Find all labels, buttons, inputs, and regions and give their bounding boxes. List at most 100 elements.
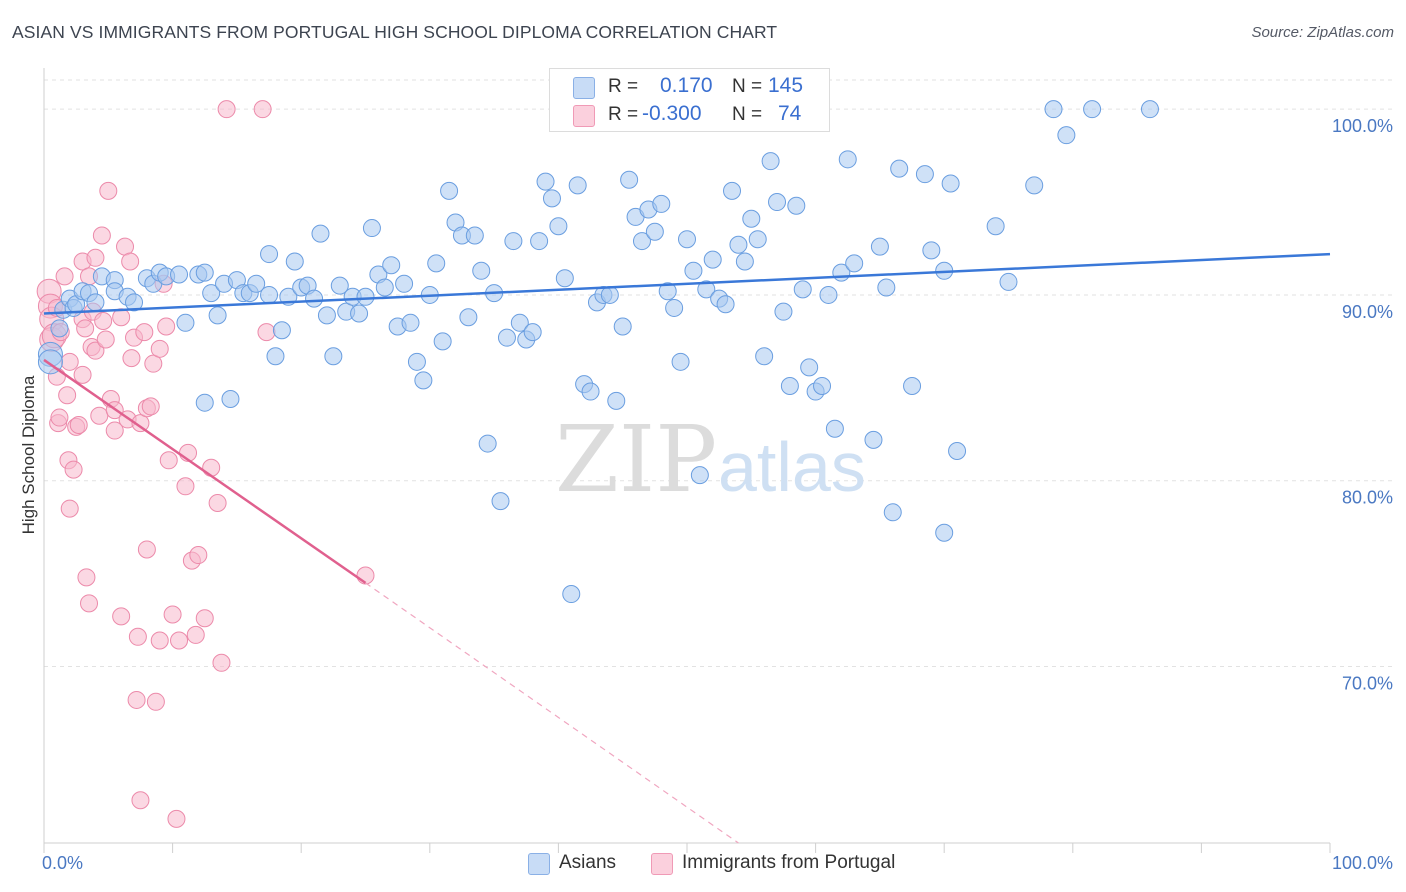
asian-point: [755, 347, 774, 366]
grid-lines: [44, 79, 1392, 668]
watermark: ZIP atlas: [555, 406, 866, 513]
portugal-point: [73, 365, 92, 384]
asian-point: [536, 172, 555, 191]
legend-r-label: R =: [608, 76, 639, 97]
asian-point: [1140, 100, 1159, 119]
asian-point: [491, 492, 510, 511]
portugal-point: [144, 354, 163, 373]
legend-swatch-asians: [573, 77, 595, 99]
asian-point: [620, 170, 639, 189]
legend-n-label: N =: [732, 104, 763, 125]
portugal-point: [77, 568, 96, 587]
y-tick-label: 90.0%: [1342, 302, 1393, 322]
asian-point: [414, 371, 433, 390]
asian-point: [285, 252, 304, 271]
trend-line-asians: [43, 252, 1331, 315]
asian-point: [86, 293, 105, 312]
portugal-point: [217, 100, 236, 119]
asian-point: [703, 250, 722, 269]
series-portugal: [36, 100, 375, 828]
portugal-point: [150, 339, 169, 358]
asian-point: [542, 189, 561, 208]
asian-point: [793, 280, 812, 299]
portugal-point: [195, 609, 214, 628]
asian-point: [272, 321, 291, 340]
asian-point: [1083, 100, 1102, 119]
portugal-point: [122, 349, 141, 368]
portugal-point: [128, 627, 147, 646]
portugal-point: [170, 631, 189, 650]
asian-point: [735, 252, 754, 271]
portugal-point: [167, 809, 186, 828]
asian-point: [678, 230, 696, 249]
asian-point: [645, 222, 664, 241]
portugal-point: [90, 406, 109, 425]
asian-point: [948, 441, 967, 460]
asian-point: [324, 347, 343, 366]
portugal-point: [131, 791, 150, 810]
asian-point: [780, 376, 799, 395]
asian-point: [665, 298, 684, 317]
asian-point: [716, 295, 735, 314]
portugal-point: [55, 267, 74, 286]
asian-point: [433, 332, 452, 351]
portugal-point: [159, 451, 178, 470]
legend-swatch-asians: [528, 853, 550, 875]
portugal-point: [157, 317, 176, 336]
asian-point: [903, 376, 922, 395]
asian-point: [999, 272, 1018, 291]
portugal-point: [257, 323, 276, 342]
asian-point: [504, 232, 523, 251]
portugal-point: [96, 330, 115, 349]
asian-point: [607, 391, 626, 410]
y-tick-label: 100.0%: [1332, 116, 1393, 136]
trend-lines: [43, 252, 1331, 844]
axes: [43, 68, 1331, 853]
asian-point: [510, 313, 529, 332]
portugal-point: [141, 397, 160, 416]
asian-point: [652, 194, 671, 213]
portugal-point: [64, 460, 83, 479]
asian-point: [50, 319, 69, 338]
asian-point: [176, 313, 195, 332]
asian-point: [581, 382, 600, 401]
asian-point: [825, 419, 844, 438]
asian-point: [813, 376, 832, 395]
portugal-point: [60, 352, 79, 371]
asian-point: [632, 232, 651, 251]
asian-point: [613, 317, 632, 336]
asian-point: [600, 285, 619, 304]
portugal-point: [189, 546, 208, 565]
asian-point: [774, 302, 793, 321]
legend-label-portugal: Immigrants from Portugal: [682, 852, 896, 873]
y-tick-label: 80.0%: [1342, 488, 1393, 508]
asian-point: [523, 323, 542, 342]
asian-point: [877, 278, 896, 297]
legend-n-value: 145: [768, 74, 804, 97]
portugal-point: [127, 690, 146, 709]
portugal-point: [208, 494, 227, 513]
portugal-point: [163, 605, 182, 624]
asian-point: [941, 174, 960, 193]
x-tick-label: 0.0%: [42, 853, 83, 873]
asian-point: [555, 269, 574, 288]
asian-point: [530, 232, 549, 251]
asian-point: [407, 352, 426, 371]
asian-point: [922, 241, 941, 260]
series-asians: [37, 100, 1159, 604]
asian-point: [375, 278, 394, 297]
asian-point: [208, 306, 227, 325]
asian-point: [819, 285, 838, 304]
portugal-point: [105, 421, 124, 440]
asian-point: [768, 193, 787, 212]
portugal-point: [176, 477, 195, 496]
asian-point: [690, 466, 709, 485]
portugal-point: [121, 252, 140, 271]
asian-point: [787, 196, 806, 215]
asian-point: [568, 176, 587, 195]
asian-point: [497, 328, 516, 347]
asian-point: [221, 389, 240, 408]
portugal-point: [94, 311, 113, 330]
portugal-point: [212, 653, 231, 672]
asian-point: [247, 274, 266, 293]
